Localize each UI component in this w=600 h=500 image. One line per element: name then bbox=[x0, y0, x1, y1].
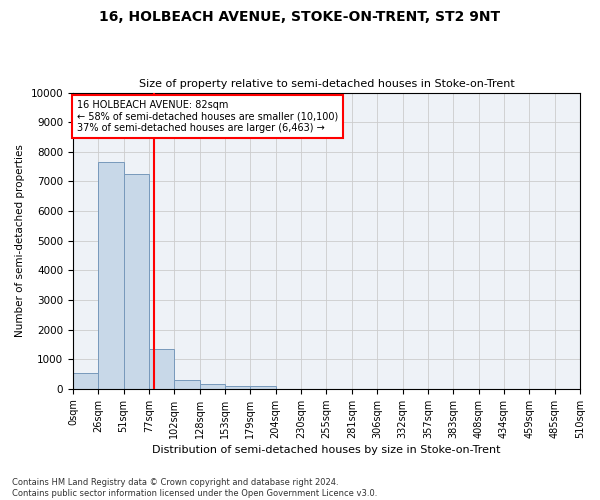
X-axis label: Distribution of semi-detached houses by size in Stoke-on-Trent: Distribution of semi-detached houses by … bbox=[152, 445, 501, 455]
Bar bbox=[73, 372, 98, 389]
Bar bbox=[149, 349, 175, 389]
Bar bbox=[225, 386, 250, 389]
Bar bbox=[200, 384, 225, 389]
Text: 16, HOLBEACH AVENUE, STOKE-ON-TRENT, ST2 9NT: 16, HOLBEACH AVENUE, STOKE-ON-TRENT, ST2… bbox=[100, 10, 500, 24]
Text: 16 HOLBEACH AVENUE: 82sqm
← 58% of semi-detached houses are smaller (10,100)
37%: 16 HOLBEACH AVENUE: 82sqm ← 58% of semi-… bbox=[77, 100, 338, 133]
Title: Size of property relative to semi-detached houses in Stoke-on-Trent: Size of property relative to semi-detach… bbox=[139, 79, 514, 89]
Bar bbox=[124, 174, 149, 389]
Bar bbox=[250, 386, 276, 389]
Text: Contains HM Land Registry data © Crown copyright and database right 2024.
Contai: Contains HM Land Registry data © Crown c… bbox=[12, 478, 377, 498]
Bar bbox=[98, 162, 124, 389]
Bar bbox=[175, 380, 200, 389]
Y-axis label: Number of semi-detached properties: Number of semi-detached properties bbox=[15, 144, 25, 337]
